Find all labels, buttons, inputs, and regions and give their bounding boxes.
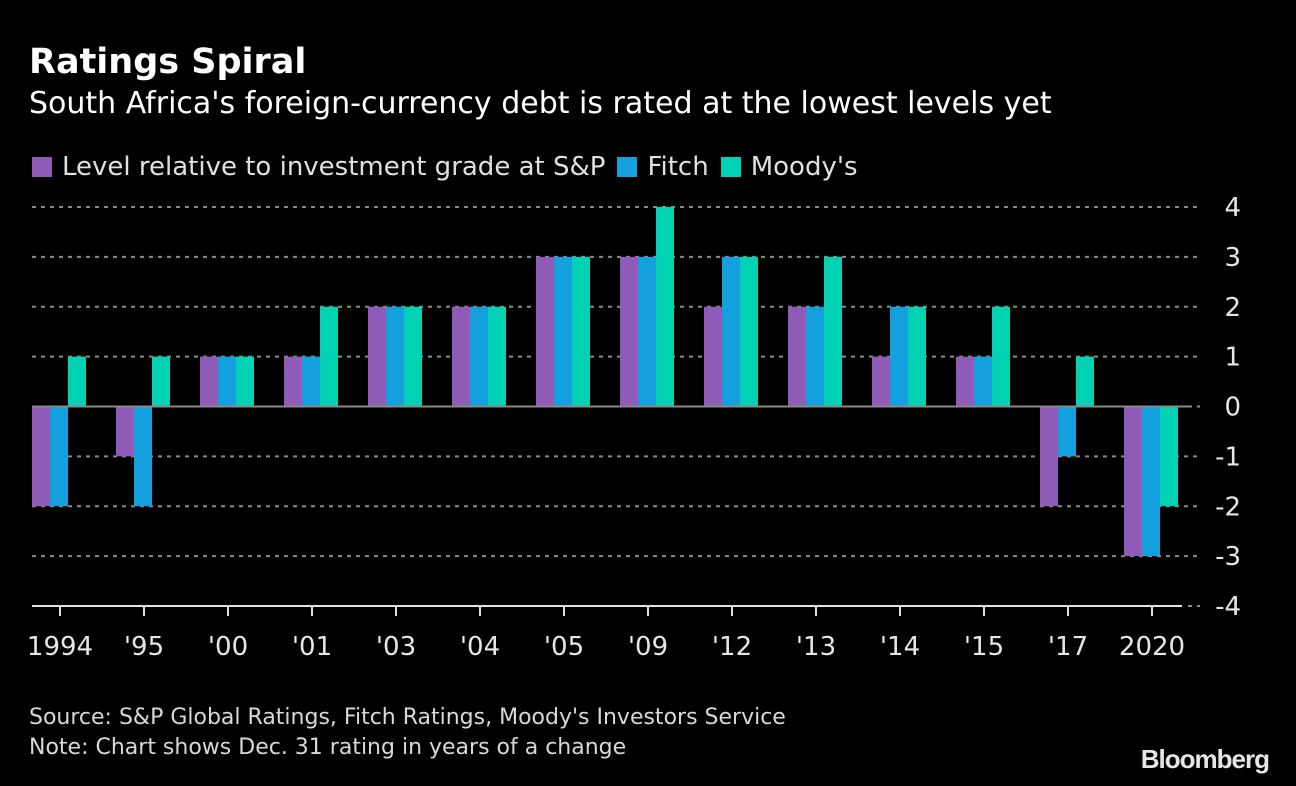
legend-item-moodys: Moody's <box>720 152 858 182</box>
y-tick-label: -1 <box>1215 442 1241 472</box>
x-tick-label: '12 <box>712 632 752 662</box>
bar-sp <box>872 356 890 407</box>
bar-sp <box>704 306 722 407</box>
bar-moodys <box>992 306 1010 407</box>
x-tick-label: 1994 <box>27 632 93 662</box>
bar-moodys <box>824 256 842 407</box>
x-tick-label: '09 <box>628 632 668 662</box>
bar-fitch <box>50 406 68 507</box>
bar-fitch <box>134 406 152 507</box>
y-tick-label: -3 <box>1215 542 1241 572</box>
bar-sp <box>1040 406 1058 507</box>
bar-moodys <box>1160 406 1178 507</box>
bar-moodys <box>740 256 758 407</box>
bloomberg-logo: Bloomberg <box>1140 744 1270 774</box>
legend-item-fitch: Fitch <box>617 152 709 182</box>
bar-moodys <box>1076 356 1094 407</box>
legend-label-sp: Level relative to investment grade at S&… <box>62 152 606 182</box>
x-tick-label: '15 <box>964 632 1004 662</box>
x-tick-label: '14 <box>880 632 920 662</box>
legend-label-fitch: Fitch <box>647 152 709 182</box>
bar-moodys <box>404 306 422 407</box>
bar-moodys <box>908 306 926 407</box>
legend: Level relative to investment grade at S&… <box>32 152 858 182</box>
y-tick-label: -2 <box>1215 492 1241 522</box>
bar-fitch <box>1058 406 1076 457</box>
legend-swatch-moodys <box>720 157 741 177</box>
bar-fitch <box>722 256 740 407</box>
bar-fitch <box>470 306 488 407</box>
y-tick-label: 3 <box>1224 243 1241 273</box>
bar-moodys <box>656 207 674 407</box>
source-note: Source: S&P Global Ratings, Fitch Rating… <box>29 705 786 730</box>
bar-moodys <box>488 306 506 407</box>
bar-moodys <box>236 356 254 407</box>
chart-subtitle: South Africa's foreign-currency debt is … <box>29 86 1052 121</box>
y-tick-label: 4 <box>1224 193 1241 223</box>
bar-fitch <box>890 306 908 407</box>
y-tick-label: 1 <box>1224 343 1241 373</box>
bar-sp <box>368 306 386 407</box>
footnote: Note: Chart shows Dec. 31 rating in year… <box>29 735 627 760</box>
x-tick-label: '03 <box>376 632 416 662</box>
x-tick-label: '05 <box>544 632 584 662</box>
bar-moodys <box>572 256 590 407</box>
bar-fitch <box>554 256 572 407</box>
bar-sp <box>956 356 974 407</box>
bar-moodys <box>68 356 86 407</box>
bar-moodys <box>320 306 338 407</box>
x-tick-label: 2020 <box>1119 632 1185 662</box>
chart-title: Ratings Spiral <box>29 42 307 82</box>
x-tick-label: '00 <box>208 632 248 662</box>
bar-fitch <box>302 356 320 407</box>
bar-sp <box>200 356 218 407</box>
legend-swatch-sp <box>32 157 52 177</box>
bar-fitch <box>974 356 992 407</box>
bar-sp <box>284 356 302 407</box>
y-tick-label: -4 <box>1215 592 1241 622</box>
y-tick-label: 2 <box>1224 293 1241 323</box>
x-tick-label: '04 <box>460 632 500 662</box>
x-tick-label: '13 <box>796 632 836 662</box>
bar-sp <box>116 406 134 457</box>
x-tick-label: '95 <box>124 632 164 662</box>
bar-fitch <box>806 306 824 407</box>
bar-fitch <box>1142 406 1160 557</box>
bar-moodys <box>152 356 170 407</box>
bar-sp <box>452 306 470 407</box>
legend-swatch-fitch <box>617 157 638 177</box>
x-tick-label: '01 <box>292 632 332 662</box>
legend-label-moodys: Moody's <box>750 152 858 182</box>
bar-fitch <box>218 356 236 407</box>
bar-fitch <box>638 256 656 407</box>
bar-sp <box>32 406 50 507</box>
bar-sp <box>788 306 806 407</box>
bar-fitch <box>386 306 404 407</box>
bar-sp <box>536 256 554 407</box>
y-tick-label: 0 <box>1224 393 1241 423</box>
x-tick-label: '17 <box>1048 632 1088 662</box>
legend-item-sp: Level relative to investment grade at S&… <box>32 152 605 182</box>
bar-sp <box>1124 406 1142 557</box>
bar-sp <box>620 256 638 407</box>
